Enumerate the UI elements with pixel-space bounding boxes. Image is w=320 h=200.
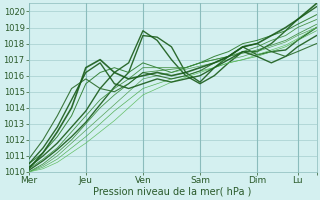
X-axis label: Pression niveau de la mer( hPa ): Pression niveau de la mer( hPa ): [93, 187, 252, 197]
